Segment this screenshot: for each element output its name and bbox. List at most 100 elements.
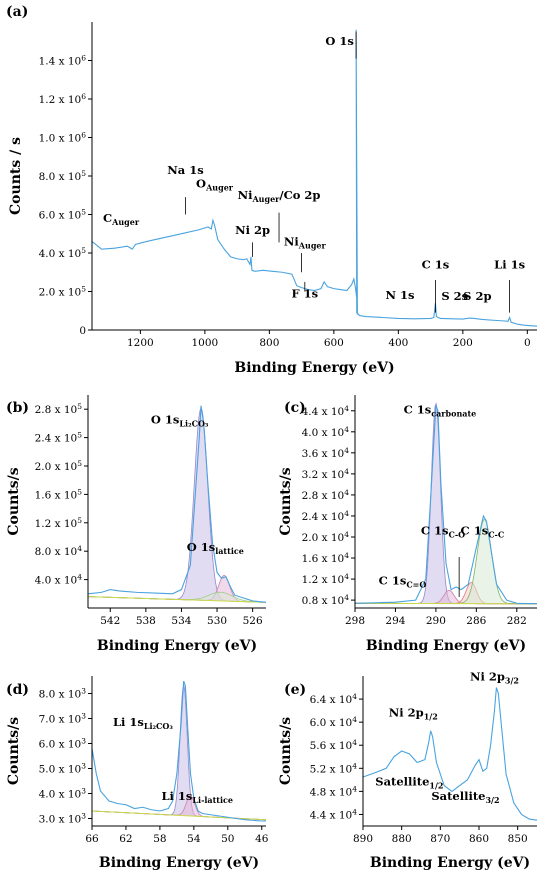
y-tick-label-c: 2.4 x 104 <box>302 509 350 523</box>
peak-label-a: S 2p <box>463 289 491 303</box>
peak-label-a: NiAuger/Co 2p <box>238 188 321 204</box>
x-axis-title-d: Binding Energy (eV) <box>99 855 259 871</box>
peak-label-a: N 1s <box>385 288 414 302</box>
y-tick-label-e: 6.0 x 104 <box>310 715 358 729</box>
peak-label-e: Ni 2p3/2 <box>470 670 519 686</box>
spectrum-line-d <box>91 680 266 822</box>
y-tick-label-c: 3.6 x 104 <box>302 446 350 460</box>
fit-area-b-0 <box>88 408 266 603</box>
peak-label-a: CAuger <box>103 211 140 227</box>
x-tick-label-c: 286 <box>466 615 486 627</box>
y-tick-label-b: 1.2 x 105 <box>35 516 83 530</box>
x-tick-label-e: 870 <box>430 833 450 845</box>
y-tick-label-a: 1.4 x 106 <box>39 54 87 68</box>
peak-label-a: Ni 2p <box>235 223 270 237</box>
peak-label-b: O 1slattice <box>187 540 244 556</box>
y-tick-label-c: 1.2 x 104 <box>302 572 350 586</box>
spectrum-line-c <box>354 405 538 605</box>
y-axis-title-b: Counts/s <box>6 467 22 535</box>
y-tick-label-d: 7.0 x 103 <box>39 712 87 726</box>
spectrum-line-b <box>87 405 267 603</box>
y-tick-label-c: 4.4 x 104 <box>302 404 350 418</box>
x-tick-label-a: 1200 <box>127 337 154 349</box>
y-axis-title-e: Counts/s <box>278 717 294 785</box>
y-tick-label-b: 1.6 x 105 <box>35 487 83 501</box>
peak-label-a: NiAuger <box>284 234 327 250</box>
x-tick-label-c: 294 <box>385 615 405 627</box>
y-tick-label-d: 6.0 x 103 <box>39 737 87 751</box>
x-tick-label-b: 534 <box>171 615 191 627</box>
peak-label-a: C 1s <box>422 257 450 271</box>
y-tick-label-d: 8.0 x 103 <box>39 687 87 701</box>
y-tick-label-c: 1.6 x 104 <box>302 551 350 565</box>
peak-label-a: S 2s <box>441 289 468 303</box>
y-tick-label-b: 4.0 x 104 <box>35 573 83 587</box>
peak-label-c: C 1sC-C <box>461 523 505 539</box>
fit-component-b-1 <box>87 574 267 603</box>
peak-label-a: F 1s <box>291 286 318 300</box>
panel-c: 298 294 290 286 282 0.8 x 104 1.2 x 104 1.6 x 1… <box>278 395 538 654</box>
panel-label-b: (b) <box>6 400 29 416</box>
x-tick-label-e: 890 <box>353 833 373 845</box>
x-tick-label-b: 530 <box>207 615 227 627</box>
y-tick-label-c: 4.0 x 104 <box>302 425 350 439</box>
y-tick-label-b: 2.0 x 105 <box>35 459 83 473</box>
x-tick-label-b: 542 <box>100 615 120 627</box>
peak-label-e: Satellite1/2 <box>375 775 443 791</box>
panel-e: 890 880 870 860 850 4.4 x 104 4.8 x 104 5.2 x 1… <box>278 670 538 871</box>
y-tick-label-a: 8.0 x 105 <box>39 169 87 183</box>
y-tick-label-b: 8.0 x 104 <box>35 544 83 558</box>
x-tick-label-d: 66 <box>85 833 99 845</box>
x-tick-label-d: 50 <box>221 833 234 845</box>
y-tick-label-a: 1.0 x 106 <box>39 131 87 145</box>
panel-label-e: (e) <box>284 682 306 698</box>
fit-area-b-2 <box>88 592 266 603</box>
x-axis-title-b: Binding Energy (eV) <box>97 638 257 654</box>
y-tick-label-d: 5.0 x 103 <box>39 762 87 776</box>
y-tick-label-e: 5.2 x 104 <box>310 761 358 775</box>
y-tick-label-a: 2.0 x 105 <box>39 285 87 299</box>
peak-label-e: Ni 2p1/2 <box>389 705 438 721</box>
y-tick-label-c: 3.2 x 104 <box>302 467 350 481</box>
peak-label-a: Li 1s <box>494 257 525 271</box>
x-tick-label-e: 850 <box>508 833 528 845</box>
y-tick-label-e: 4.4 x 104 <box>310 807 358 821</box>
x-tick-label-e: 860 <box>469 833 489 845</box>
peak-label-a: OAuger <box>196 177 234 193</box>
y-tick-label-b: 2.8 x 105 <box>35 402 83 416</box>
peak-label-c: C 1scarbonate <box>404 402 477 418</box>
baseline-c <box>354 602 538 605</box>
x-axis-title-e: Binding Energy (eV) <box>370 855 530 871</box>
x-tick-label-d: 58 <box>153 833 166 845</box>
x-tick-label-b: 526 <box>243 615 263 627</box>
y-tick-label-c: 0.8 x 104 <box>302 593 350 607</box>
x-tick-label-a: 0 <box>524 337 531 349</box>
y-tick-label-a: 4.0 x 105 <box>39 246 87 260</box>
panel-label-c: (c) <box>284 400 306 416</box>
peak-label-d: Li 1sLi₂CO₃ <box>113 715 173 731</box>
x-axis-title-a: Binding Energy (eV) <box>234 360 394 376</box>
fit-area-c-3 <box>355 519 537 604</box>
x-tick-label-d: 46 <box>255 833 269 845</box>
y-tick-label-b: 2.4 x 105 <box>35 431 83 445</box>
y-axis-title-a: Counts / s <box>8 137 24 215</box>
panel-d: 66 62 58 54 50 46 3.0 x 103 4.0 x 103 5.0 x 103 6… <box>6 676 269 871</box>
x-tick-label-c: 290 <box>426 615 446 627</box>
x-tick-label-c: 298 <box>345 615 365 627</box>
x-tick-label-b: 538 <box>136 615 156 627</box>
x-tick-label-e: 880 <box>392 833 412 845</box>
y-axis-title-c: Counts/s <box>278 467 294 535</box>
x-tick-label-a: 600 <box>324 337 344 349</box>
peak-label-a: Na 1s <box>167 163 203 177</box>
peak-label-d: Li 1sLi-lattice <box>161 789 233 805</box>
y-tick-label-d: 4.0 x 103 <box>39 787 87 801</box>
peak-label-c: C 1sC-O <box>421 523 465 539</box>
y-tick-label-e: 6.4 x 104 <box>310 692 358 706</box>
panel-a: 1200 1000 800 600 400 200 0 0 2.0 x 105 4.0 x 105… <box>6 4 538 376</box>
x-tick-label-a: 400 <box>388 337 408 349</box>
peak-label-e: Satellite3/2 <box>431 789 499 805</box>
fit-component-b-0 <box>87 407 267 603</box>
y-axis-title-d: Counts/s <box>6 717 22 785</box>
spectrum-line-a <box>91 29 538 327</box>
